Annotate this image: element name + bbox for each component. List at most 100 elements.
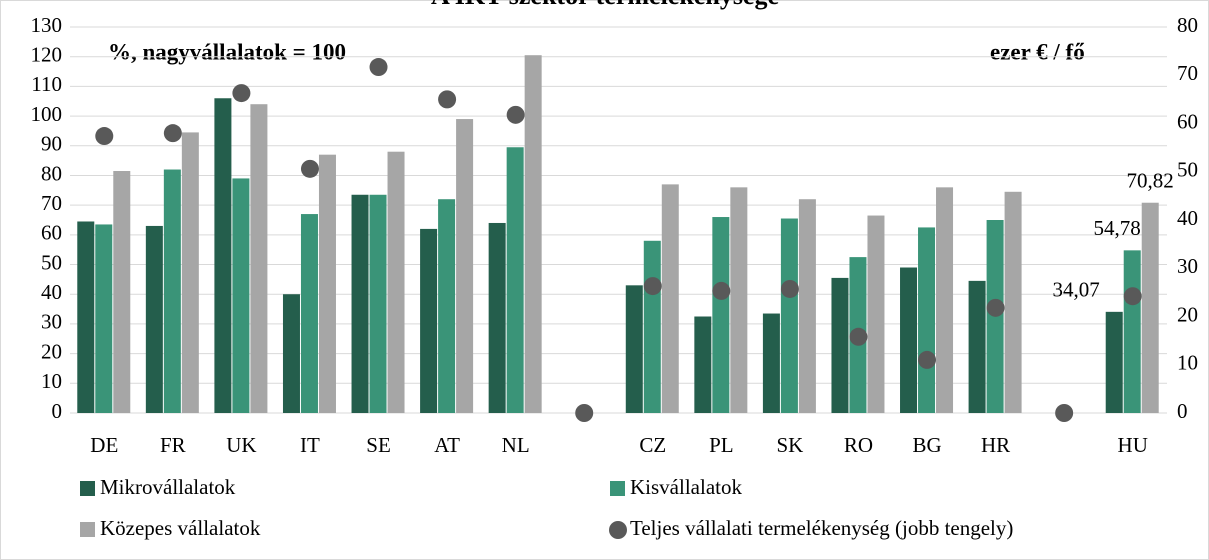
y-tick-label: 120 <box>31 43 63 67</box>
x-tick-label: SK <box>776 433 803 457</box>
legend-marker <box>80 522 95 537</box>
y-tick-label: 30 <box>41 310 62 334</box>
annotation: %, nagyvállalatok = 100 <box>108 39 346 64</box>
data-label: 34,07 <box>1052 278 1099 302</box>
annotation: ezer € / fő <box>990 39 1085 64</box>
x-tick-label: CZ <box>639 433 666 457</box>
y-tick-label: 60 <box>41 221 62 245</box>
x-tick-label: BG <box>912 433 941 457</box>
bar <box>1105 311 1123 413</box>
data-label: 54,78 <box>1093 216 1140 240</box>
bar <box>968 280 986 413</box>
scatter-point <box>438 90 457 109</box>
legend-marker <box>80 481 95 496</box>
bar <box>643 240 661 413</box>
y-tick-label: 40 <box>41 280 62 304</box>
scatter-point <box>918 350 937 369</box>
y-tick-label: 20 <box>41 339 62 363</box>
legend-label: Közepes vállalatok <box>100 516 261 540</box>
y-tick-label: 110 <box>31 72 62 96</box>
bar <box>163 169 181 413</box>
scatter-point <box>163 124 182 143</box>
bar <box>250 104 268 413</box>
y-tick-label: 130 <box>31 13 63 37</box>
bar <box>506 147 524 413</box>
bar <box>387 151 405 413</box>
legend-label: Kisvállalatok <box>630 475 742 499</box>
legend-marker <box>609 521 627 539</box>
x-tick-label: RO <box>844 433 873 457</box>
y2-tick-label: 10 <box>1177 351 1198 375</box>
y2-tick-label: 0 <box>1177 399 1188 423</box>
x-tick-label: IT <box>300 433 320 457</box>
bar <box>351 194 369 413</box>
bar <box>181 132 199 413</box>
y-tick-label: 50 <box>41 250 62 274</box>
bar <box>95 224 113 413</box>
bar <box>694 316 712 413</box>
data-label: 70,82 <box>1126 169 1173 193</box>
bar <box>300 214 318 413</box>
y2-tick-label: 40 <box>1177 206 1198 230</box>
y2-tick-label: 60 <box>1177 109 1198 133</box>
x-tick-label: PL <box>709 433 734 457</box>
bar <box>214 98 232 413</box>
x-tick-label: AT <box>434 433 460 457</box>
x-tick-label: NL <box>502 433 530 457</box>
bar <box>1004 191 1022 413</box>
x-tick-label: UK <box>226 433 256 457</box>
y-tick-label: 80 <box>41 161 62 185</box>
bar <box>232 178 250 413</box>
bar <box>1141 202 1159 413</box>
bar <box>625 285 643 413</box>
scatter-point <box>232 84 251 103</box>
bar <box>369 194 387 413</box>
scatter-point <box>300 159 319 178</box>
chart-title: A IKT-szektor termelékenysége <box>431 0 779 10</box>
bar <box>918 227 936 413</box>
scatter-point <box>780 279 799 298</box>
y-tick-label: 10 <box>41 369 62 393</box>
y2-tick-label: 80 <box>1177 13 1198 37</box>
scatter-point <box>712 281 731 300</box>
bar <box>661 184 679 413</box>
bar <box>420 228 438 413</box>
bar <box>438 199 456 413</box>
bar <box>798 199 816 413</box>
y2-tick-label: 50 <box>1177 158 1198 182</box>
bar <box>712 217 730 413</box>
bar <box>488 222 506 413</box>
bar <box>780 218 798 413</box>
bar <box>282 294 300 413</box>
bar <box>524 55 542 413</box>
y-tick-label: 70 <box>41 191 62 215</box>
y-tick-label: 90 <box>41 132 62 156</box>
legend-marker <box>610 481 625 496</box>
legend-label: Teljes vállalati termelékenység (jobb te… <box>630 516 1013 540</box>
y2-tick-label: 30 <box>1177 254 1198 278</box>
scatter-point <box>643 277 662 296</box>
bar <box>867 215 885 413</box>
x-tick-label: SE <box>366 433 391 457</box>
scatter-point <box>1055 404 1074 422</box>
bar <box>113 171 131 413</box>
y2-tick-label: 70 <box>1177 61 1198 85</box>
bar <box>762 313 780 413</box>
bar <box>145 225 163 413</box>
x-tick-label: HR <box>981 433 1010 457</box>
y-tick-label: 100 <box>31 102 63 126</box>
bar <box>77 221 95 413</box>
x-tick-label: FR <box>160 433 186 457</box>
bar <box>730 187 748 413</box>
scatter-point <box>849 327 868 346</box>
scatter-point <box>506 105 525 124</box>
scatter-point <box>369 58 388 77</box>
scatter-point <box>1123 287 1142 306</box>
bar <box>936 187 954 413</box>
x-tick-label: HU <box>1118 433 1148 457</box>
bar <box>456 119 474 414</box>
x-tick-label: DE <box>90 433 118 457</box>
scatter-point <box>986 298 1005 317</box>
y2-tick-label: 20 <box>1177 302 1198 326</box>
